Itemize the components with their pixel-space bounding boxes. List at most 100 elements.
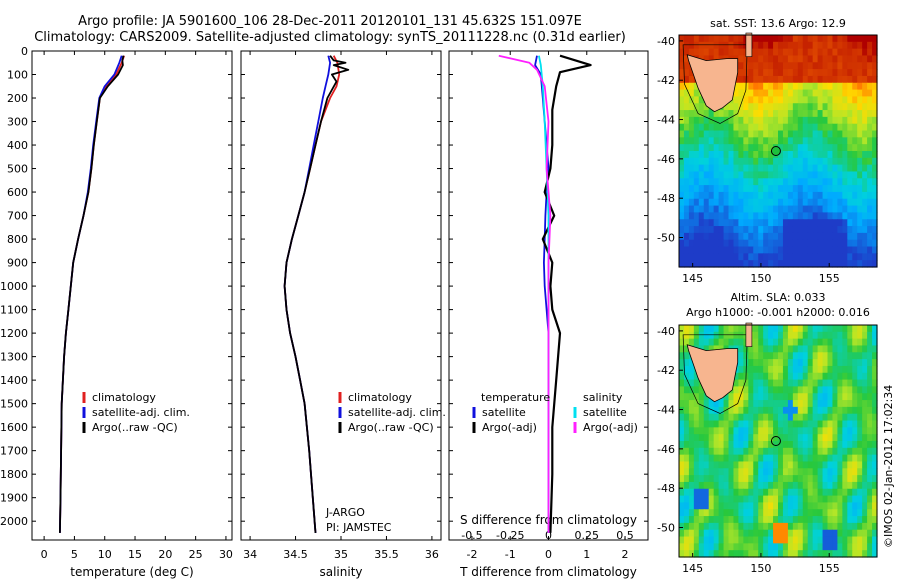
sla-map-cell [733, 502, 739, 510]
sst-map-cell [787, 116, 794, 125]
sst-map-cell [782, 82, 789, 91]
sst-map-cell [782, 137, 789, 145]
sst-map-cell [822, 62, 829, 70]
sst-map-cell [688, 232, 695, 241]
sst-map-cell [723, 178, 730, 186]
sla-map-cell [708, 325, 715, 333]
sst-map-cell [822, 110, 829, 118]
sla-map-cell [837, 434, 843, 442]
sst-map-cell [797, 96, 804, 104]
sst-map-cell [698, 116, 705, 125]
sla-map-cell [713, 413, 720, 422]
sla-map-cell [842, 461, 848, 469]
sla-map-cell [857, 441, 863, 449]
sst-map-cell [842, 75, 848, 84]
sla-map-cell [827, 550, 834, 558]
sst-map-cell [728, 171, 735, 179]
sst-map-cell [802, 171, 809, 179]
sla-map-cell [708, 441, 715, 449]
sla-map-cell [782, 550, 789, 558]
sst-map-cell [787, 130, 794, 138]
sla-map-cell [787, 475, 794, 483]
sla-map-cell [683, 468, 690, 476]
sst-map-cell [738, 123, 744, 132]
sla-map-cell [822, 434, 829, 442]
sla-map-cell [683, 509, 690, 517]
sst-map-cell [743, 198, 749, 207]
sla-map-cell [733, 522, 739, 531]
sst-map-cell [753, 55, 759, 63]
sla-map-cell [753, 481, 759, 490]
sst-map-cell [862, 253, 868, 261]
sst-map-cell [693, 110, 700, 118]
sla-map-cell [728, 495, 735, 504]
sla-map-cell [852, 495, 858, 504]
y-tick-label: 400 [7, 139, 28, 152]
sla-map-cell [842, 434, 848, 442]
sla-map-cell [802, 502, 809, 510]
sst-map-cell [758, 130, 764, 138]
credit-stamp: ©IMOS 02-Jan-2012 17:02:34 [882, 384, 895, 548]
sla-map-cell [792, 441, 799, 449]
sst-map-cell [703, 110, 710, 118]
sst-map-cell [852, 226, 858, 234]
sst-map-cell [718, 191, 725, 200]
sst-map-cell [738, 226, 744, 234]
sla-map-cell [708, 488, 715, 497]
sst-map-cell [867, 226, 873, 234]
sla-map-cell [743, 352, 749, 360]
sla-map-cell [778, 400, 784, 408]
sst-map-cell [679, 110, 685, 118]
sst-map-cell [797, 226, 804, 234]
sla-map-cell [753, 488, 759, 497]
sla-map-cell [708, 468, 715, 476]
sst-map-cell [688, 130, 695, 138]
sst-map-cell [688, 75, 695, 84]
y-tick-label: 1200 [0, 327, 28, 340]
sla-map-cell [753, 379, 759, 388]
sla-map-cell [713, 468, 720, 476]
sst-map-cell [703, 212, 710, 220]
sla-map-cell [768, 420, 774, 428]
sst-map-cell [807, 130, 814, 138]
sla-map-cell [748, 509, 754, 517]
sst-map-cell [827, 96, 834, 104]
sst-map-cell [708, 151, 715, 159]
sst-map-cell [758, 144, 764, 152]
y-tick-label: 200 [7, 92, 28, 105]
sla-map-cell [857, 372, 863, 381]
sla-map-cell [792, 516, 799, 524]
sst-map-cell [817, 96, 824, 104]
sst-map-cell [817, 82, 824, 91]
sst-map-cell [743, 185, 749, 193]
sst-map-cell [713, 198, 720, 207]
sla-map-cell [797, 550, 804, 558]
sst-map-cell [738, 171, 744, 179]
sst-map-cell [857, 144, 863, 152]
sla-map-cell [822, 365, 829, 374]
sla-map-cell [782, 495, 789, 504]
sst-map-cell [872, 69, 878, 77]
sst-map-cell [728, 219, 735, 227]
sst-map-cell [748, 103, 754, 111]
sst-map-cell [782, 260, 789, 268]
sla-map-cell [792, 359, 799, 367]
sst-map-cell [807, 239, 814, 248]
sst-map-cell [713, 253, 720, 261]
sla-map-cell [718, 400, 725, 408]
sla-map-cell [787, 461, 794, 469]
sst-map-cell [758, 171, 764, 179]
sla-map-cell [753, 352, 759, 360]
sla-map-cell [812, 338, 819, 347]
sst-map-cell [758, 185, 764, 193]
sla-map-cell [847, 441, 853, 449]
sst-map-cell [787, 123, 794, 132]
sla-map-cell [728, 481, 735, 490]
sst-map-cell [773, 178, 779, 186]
sst-map-cell [867, 48, 873, 57]
sst-map-cell [872, 253, 878, 261]
sst-map-cell [862, 55, 868, 63]
sst-map-cell [758, 219, 764, 227]
sst-map-cell [787, 96, 794, 104]
sst-map-cell [817, 48, 824, 57]
